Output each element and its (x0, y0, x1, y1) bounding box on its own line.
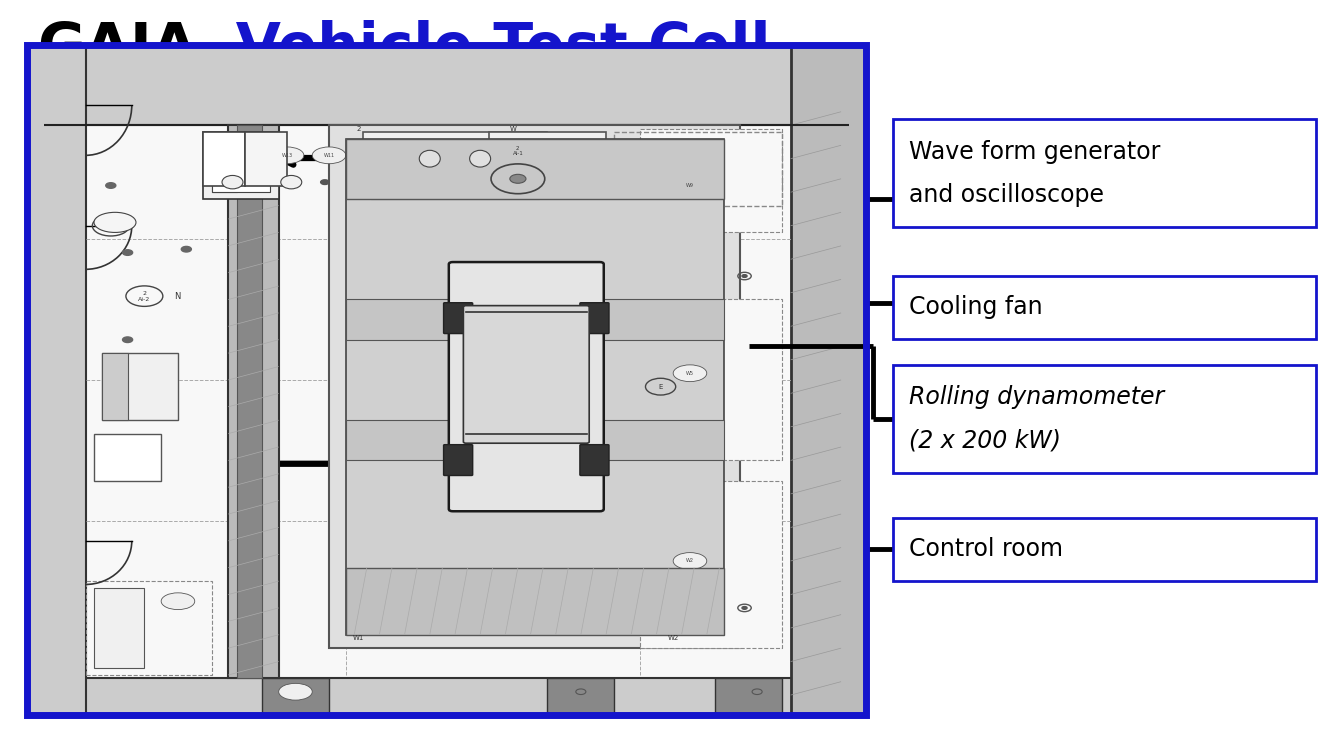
Bar (228, 125, 278, 678)
Bar (27, 678, 866, 715)
Bar (94, 434, 161, 481)
Bar (94, 588, 145, 668)
Ellipse shape (161, 593, 195, 609)
Text: W2: W2 (686, 559, 694, 563)
Bar (893, 276, 1316, 339)
Bar (489, 132, 606, 206)
Bar (893, 518, 1316, 581)
Circle shape (741, 275, 747, 277)
Text: W11: W11 (324, 153, 334, 158)
Bar (27, 45, 866, 715)
Bar (346, 420, 724, 460)
Bar (203, 132, 279, 199)
Text: GAIA: GAIA (38, 20, 197, 77)
Bar (86, 125, 791, 678)
Bar (639, 129, 782, 232)
Bar (212, 172, 270, 192)
Bar (893, 365, 1316, 473)
Bar (346, 568, 724, 635)
Bar (262, 678, 329, 715)
Circle shape (181, 247, 191, 252)
Text: Rolling dynamometer: Rolling dynamometer (909, 385, 1164, 410)
Bar (329, 125, 740, 648)
Bar (791, 45, 866, 715)
FancyBboxPatch shape (443, 445, 473, 475)
Ellipse shape (312, 147, 346, 164)
Ellipse shape (470, 150, 490, 167)
Ellipse shape (673, 365, 706, 381)
Bar (346, 299, 724, 340)
FancyBboxPatch shape (580, 302, 608, 334)
Circle shape (510, 174, 526, 183)
Bar (548, 678, 615, 715)
Text: Wave form generator: Wave form generator (909, 139, 1160, 164)
Text: W8: W8 (669, 153, 677, 158)
Bar (346, 139, 724, 199)
FancyBboxPatch shape (580, 445, 608, 475)
Text: W5: W5 (686, 371, 694, 375)
Circle shape (106, 183, 115, 188)
Text: W2: W2 (667, 635, 678, 641)
Text: and oscilloscope: and oscilloscope (909, 183, 1104, 207)
Text: W1: W1 (353, 635, 364, 641)
Bar (27, 45, 86, 715)
Text: N: N (173, 291, 180, 301)
Bar (27, 45, 866, 125)
Text: W9: W9 (627, 153, 635, 158)
Bar (212, 139, 236, 192)
FancyBboxPatch shape (463, 305, 590, 443)
Ellipse shape (222, 176, 243, 189)
FancyBboxPatch shape (449, 262, 604, 511)
Text: Vehicle Test Cell: Vehicle Test Cell (195, 20, 771, 77)
Bar (893, 119, 1316, 227)
Bar (371, 139, 539, 199)
Text: 2: 2 (356, 125, 361, 132)
Text: W9: W9 (686, 183, 694, 188)
Bar (363, 132, 548, 206)
Bar (203, 132, 244, 186)
Text: W13: W13 (282, 153, 293, 158)
Circle shape (122, 250, 133, 256)
Bar (714, 678, 782, 715)
Text: E: E (658, 384, 663, 390)
Bar (236, 125, 262, 678)
Ellipse shape (614, 147, 647, 164)
Text: 2
Ai-2: 2 Ai-2 (138, 291, 150, 302)
Bar (346, 139, 724, 635)
Text: Cooling fan: Cooling fan (909, 295, 1042, 320)
Text: 2
Ai-1: 2 Ai-1 (513, 146, 524, 156)
Ellipse shape (94, 212, 136, 232)
Circle shape (321, 180, 329, 185)
Ellipse shape (657, 147, 690, 164)
Bar (244, 132, 287, 186)
Text: Control room: Control room (909, 537, 1064, 562)
Bar (86, 581, 212, 675)
Ellipse shape (270, 147, 304, 164)
Ellipse shape (419, 150, 441, 167)
Ellipse shape (281, 176, 302, 189)
Bar (27, 45, 866, 715)
FancyBboxPatch shape (443, 302, 473, 334)
Ellipse shape (673, 177, 706, 194)
Bar (639, 481, 782, 648)
Ellipse shape (673, 553, 706, 569)
Ellipse shape (278, 683, 312, 700)
Bar (102, 353, 177, 420)
Bar (615, 132, 782, 206)
Bar (639, 299, 782, 460)
Text: (2 x 200 kW): (2 x 200 kW) (909, 428, 1061, 453)
Text: W: W (510, 125, 517, 132)
Circle shape (122, 337, 133, 343)
Circle shape (741, 606, 747, 609)
Bar (27, 45, 866, 715)
Bar (102, 353, 128, 420)
